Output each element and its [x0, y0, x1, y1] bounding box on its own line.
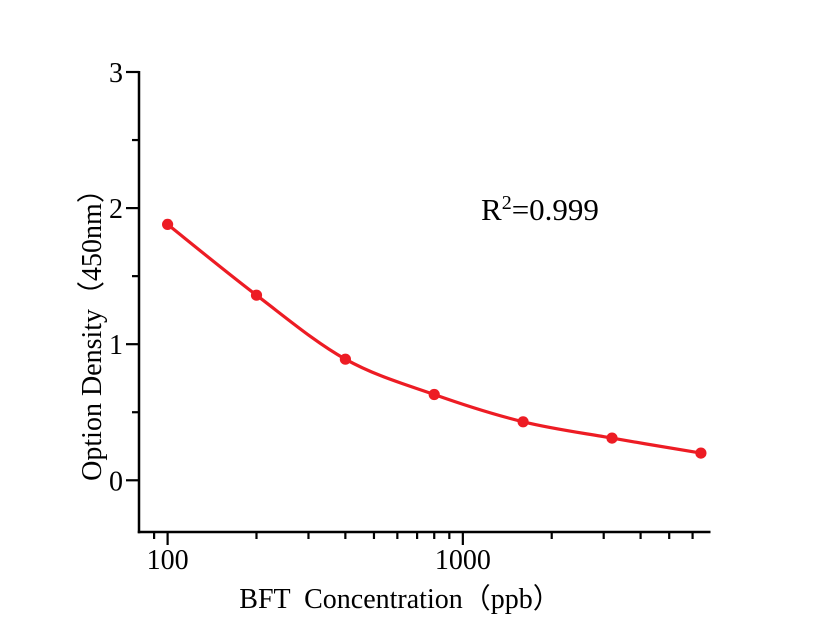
- y-axis-title: Option Density（450nm）: [77, 175, 108, 481]
- y-tick-label: 2: [109, 194, 123, 225]
- x-axis-title: BFT Concentration（ppb）: [239, 584, 561, 615]
- standard-curve-line: [166, 222, 703, 455]
- data-point: [695, 447, 707, 459]
- r-squared-base: R: [481, 192, 502, 227]
- y-tick-label: 1: [109, 330, 123, 361]
- data-point: [517, 416, 529, 428]
- r-squared-value: =0.999: [511, 192, 599, 227]
- x-tick-label: 100: [147, 545, 189, 576]
- y-tick-label: 0: [109, 466, 123, 497]
- r-squared-superscript: 2: [501, 192, 512, 214]
- x-tick-label: 1000: [435, 545, 491, 576]
- r-squared-annotation: R2=0.999: [481, 192, 599, 227]
- data-point: [162, 218, 174, 230]
- y-tick-label: 3: [109, 58, 123, 89]
- data-point: [428, 388, 440, 401]
- data-point: [250, 289, 263, 301]
- data-point: [606, 432, 618, 444]
- data-point: [339, 353, 351, 365]
